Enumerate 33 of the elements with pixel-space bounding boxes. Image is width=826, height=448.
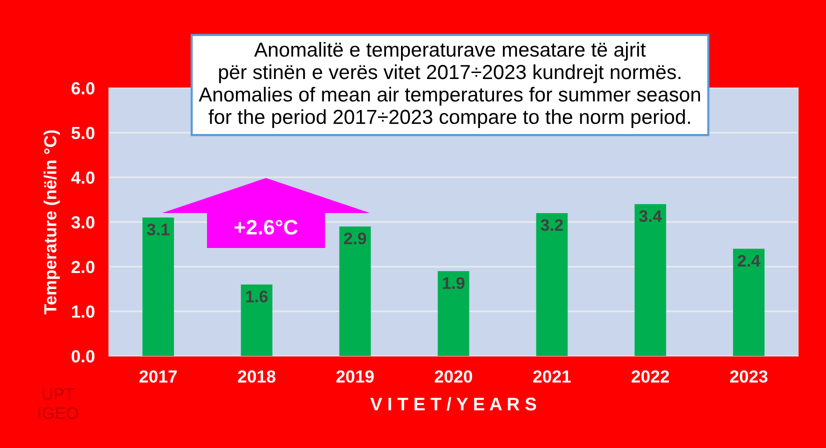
y-axis-title: Temperature (në/in °C) — [44, 130, 60, 314]
y-tick-label: 2.0 — [72, 260, 94, 274]
data-label: 2.4 — [738, 254, 760, 267]
x-tick-label: 2021 — [533, 370, 571, 383]
data-label: 3.2 — [540, 219, 563, 231]
x-tick-label: 2023 — [730, 370, 768, 383]
y-tick-label: 4.0 — [71, 172, 94, 184]
bar — [438, 271, 470, 356]
x-tick-label: 2022 — [632, 370, 669, 383]
data-label: 1.9 — [442, 277, 464, 290]
bar — [634, 204, 666, 356]
x-tick-label: 2020 — [434, 370, 472, 383]
x-axis-title: V I T E T / Y E A R S — [370, 397, 536, 411]
bar — [733, 248, 765, 356]
data-label: 1.6 — [246, 290, 268, 302]
x-tick-label: 2019 — [336, 370, 374, 383]
y-tick-label: 3.0 — [71, 216, 94, 228]
y-tick-label: 0.0 — [72, 350, 94, 362]
y-tick-label: 5.0 — [72, 126, 94, 140]
data-label: 3.4 — [639, 210, 662, 222]
y-tick-label: 6.0 — [72, 82, 94, 94]
text: UPT IGEO — [38, 388, 78, 420]
bar — [339, 226, 371, 356]
bar — [536, 213, 568, 356]
bar — [240, 284, 272, 356]
annotation: +2.6°C — [234, 220, 298, 235]
x-tick-label: 2017 — [140, 370, 177, 383]
x-tick-label: 2018 — [238, 370, 276, 383]
chart-title: Anomalitë e temperaturave mesatare të ajrit për stinën e verës vitet 2017÷2023 kundrejt normës. Anomalies of mean air temperatures for summer season for the period 2017÷2023 compare to the norm period. — [198, 42, 700, 128]
y-tick-label: 1.0 — [72, 306, 94, 318]
data-label: 2.9 — [344, 232, 366, 244]
bar — [142, 218, 174, 356]
data-label: 3.1 — [147, 224, 170, 236]
